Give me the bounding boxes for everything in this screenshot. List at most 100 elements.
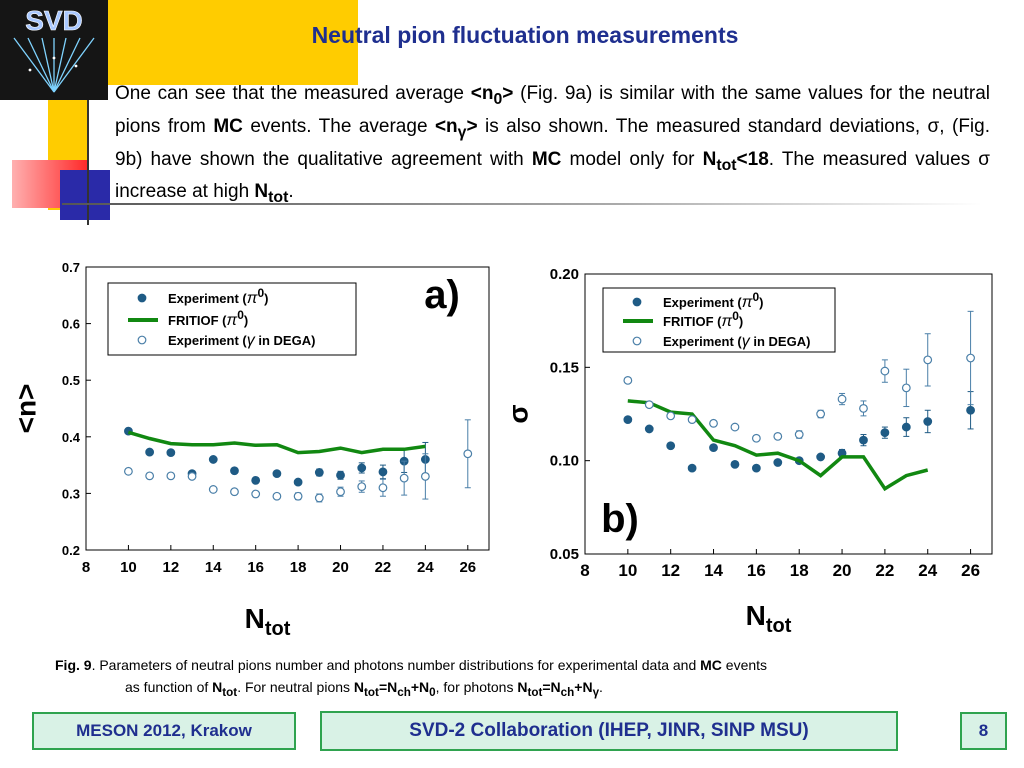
dega-point (859, 403, 868, 413)
x-tick-label: 14 (205, 559, 222, 576)
dega-point (399, 473, 409, 483)
dega-point (378, 483, 388, 493)
x-tick-label: 18 (290, 559, 307, 576)
svg-text:SVD: SVD (25, 5, 83, 36)
x-axis-label: Ntot (746, 600, 792, 637)
x-tick-label: 20 (833, 561, 852, 580)
x-tick-label: 22 (375, 559, 392, 576)
legend-label: FRITIOF (π0) (663, 309, 743, 330)
x-tick-label: 14 (704, 561, 723, 580)
charts-area: 0.2 0.3 0.4 0.5 0.6 0.7 8 10 12 14 16 18 20 22 24 26 <n>… (10, 260, 993, 640)
experiment-point (901, 422, 911, 432)
dega-point (709, 418, 718, 428)
footer-conference: MESON 2012, Krakow (32, 712, 296, 750)
x-tick-label: 22 (875, 561, 894, 580)
experiment-point (251, 475, 261, 485)
side-decoration-blue (60, 170, 110, 220)
header-divider (62, 203, 982, 205)
x-axis-label: Ntot (245, 603, 291, 640)
y-axis-label: σ (502, 404, 533, 423)
x-tick-label: 12 (162, 559, 179, 576)
experiment-point (166, 448, 176, 458)
y-tick-label: 0.2 (62, 543, 80, 558)
body-paragraph: One can see that the measured average <n… (115, 83, 991, 207)
y-axis-label: <n> (10, 384, 41, 434)
x-tick-label: 8 (580, 561, 589, 580)
dega-point (901, 383, 911, 393)
x-tick-label: 20 (332, 559, 349, 576)
experiment-point (208, 455, 218, 464)
x-tick-label: 18 (790, 561, 809, 580)
dega-point (124, 466, 133, 476)
experiment-point (378, 467, 388, 477)
legend-marker (632, 336, 642, 346)
legend-label: Experiment (γ in DEGA) (663, 333, 810, 350)
legend-label: Experiment (π0) (663, 290, 764, 311)
x-tick-label: 16 (747, 561, 766, 580)
x-tick-label: 16 (247, 559, 264, 576)
side-decoration-line (87, 100, 89, 225)
x-tick-label: 24 (417, 559, 434, 576)
fritiof-line (127, 430, 426, 455)
dega-point (837, 394, 847, 404)
y-tick-label: 0.10 (550, 453, 579, 470)
y-tick-label: 0.6 (62, 317, 80, 332)
dega-point (357, 482, 367, 492)
experiment-point (293, 477, 303, 487)
experiment-point (773, 458, 783, 467)
experiment-point (623, 415, 633, 425)
dega-point (773, 431, 783, 441)
chart-a: 0.2 0.3 0.4 0.5 0.6 0.7 8 10 12 14 16 18 20 22 24 26 <n>… (10, 260, 490, 640)
experiment-point (666, 441, 676, 451)
experiment-point (230, 466, 239, 476)
experiment-point (880, 428, 890, 438)
panel-label: a) (424, 273, 460, 317)
experiment-point (751, 463, 761, 473)
dega-point (272, 491, 282, 501)
y-tick-label: 0.3 (62, 486, 80, 501)
x-tick-label: 8 (82, 559, 90, 576)
fritiof-line (627, 399, 929, 492)
dega-point (923, 355, 933, 365)
dega-point (687, 415, 697, 425)
dega-point (336, 487, 345, 497)
dega-point (420, 472, 430, 481)
experiment-point (923, 417, 933, 426)
footer-collaboration: SVD-2 Collaboration (IHEP, JINR, SINP MS… (320, 711, 898, 751)
dega-point (208, 485, 218, 494)
dega-point (816, 409, 826, 419)
dega-point (145, 471, 155, 481)
experiment-point (816, 452, 826, 462)
experiment-point (859, 435, 868, 445)
dega-point (966, 353, 975, 363)
footer-page-number: 8 (960, 712, 1007, 750)
experiment-point (357, 463, 367, 473)
dega-point (623, 375, 633, 385)
x-axis-label-sub: tot (265, 618, 291, 640)
experiment-point (644, 424, 654, 434)
svd-logo: SVD (0, 0, 108, 100)
experiment-point (730, 459, 740, 469)
experiment-point (966, 405, 975, 415)
dega-point (730, 422, 740, 432)
y-tick-label: 0.4 (62, 430, 81, 445)
experiment-point (709, 443, 718, 453)
legend-label: Experiment (π0) (168, 286, 269, 307)
dega-point (463, 449, 473, 459)
x-tick-label: 26 (961, 561, 980, 580)
dega-point (794, 430, 804, 439)
dega-point (251, 489, 261, 499)
figure-caption: Fig. 9. Parameters of neutral pions numb… (55, 657, 768, 699)
y-tick-label: 0.05 (550, 546, 579, 563)
dega-point (166, 471, 176, 481)
experiment-point (687, 463, 697, 473)
experiment-point (272, 469, 282, 478)
legend-marker (137, 293, 147, 303)
dega-point (230, 487, 239, 497)
x-tick-label: 10 (120, 559, 137, 576)
y-tick-label: 0.7 (62, 260, 80, 275)
dega-point (644, 400, 654, 410)
legend-marker (632, 297, 642, 307)
x-tick-label: 24 (918, 561, 937, 580)
experiment-point (336, 470, 345, 480)
